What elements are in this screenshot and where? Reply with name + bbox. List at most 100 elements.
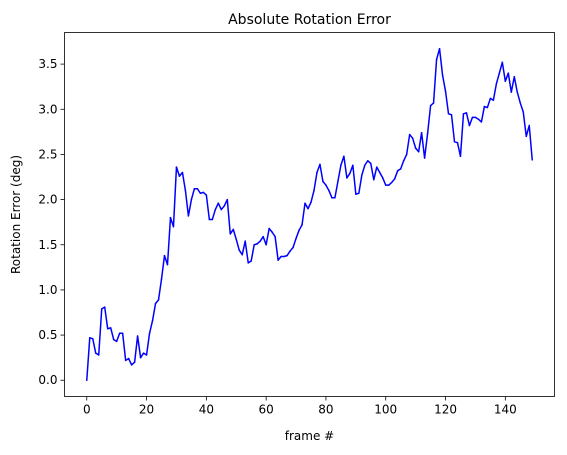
data-point bbox=[384, 184, 387, 186]
data-point bbox=[465, 112, 468, 114]
data-point bbox=[531, 159, 533, 161]
data-point bbox=[181, 171, 184, 174]
data-point bbox=[450, 113, 453, 116]
data-point bbox=[346, 177, 348, 179]
data-point bbox=[226, 198, 229, 201]
x-tick-label: 40 bbox=[199, 403, 214, 417]
y-tick-label: 1.0 bbox=[38, 283, 57, 297]
data-point bbox=[166, 263, 169, 266]
data-point bbox=[217, 202, 220, 204]
data-point bbox=[283, 255, 285, 258]
data-point bbox=[495, 83, 498, 85]
data-point bbox=[271, 231, 273, 233]
data-point bbox=[100, 308, 103, 310]
data-point bbox=[118, 332, 121, 335]
data-point bbox=[447, 113, 450, 115]
data-point bbox=[322, 180, 324, 183]
data-point bbox=[373, 178, 375, 181]
data-point bbox=[253, 244, 255, 246]
data-point bbox=[238, 249, 240, 251]
data-point bbox=[313, 189, 315, 192]
data-point bbox=[232, 228, 235, 231]
data-point bbox=[504, 80, 507, 83]
x-tick-label: 60 bbox=[259, 403, 274, 417]
data-point bbox=[501, 61, 504, 64]
data-point bbox=[175, 166, 178, 168]
data-point bbox=[274, 235, 276, 238]
data-point bbox=[459, 155, 462, 157]
data-point bbox=[199, 192, 202, 195]
data-point bbox=[510, 91, 513, 93]
data-point bbox=[426, 132, 429, 135]
data-point bbox=[480, 121, 483, 123]
data-point bbox=[256, 243, 258, 245]
x-axis-label: frame # bbox=[285, 429, 334, 443]
y-tick-label: 3.0 bbox=[38, 102, 57, 116]
data-point bbox=[172, 225, 175, 228]
data-point bbox=[127, 357, 130, 360]
data-point bbox=[259, 240, 261, 242]
y-axis-label: Rotation Error (deg) bbox=[9, 155, 23, 274]
data-point bbox=[405, 153, 408, 156]
data-point bbox=[86, 379, 88, 381]
data-point bbox=[295, 237, 297, 240]
rotation-error-series-line bbox=[86, 48, 533, 381]
data-point bbox=[358, 192, 360, 195]
data-point bbox=[411, 137, 414, 139]
data-point bbox=[417, 150, 420, 153]
data-point bbox=[214, 208, 217, 211]
data-point bbox=[244, 240, 246, 242]
y-tick-label: 0.5 bbox=[38, 328, 57, 342]
data-point bbox=[429, 104, 432, 107]
data-point bbox=[435, 58, 438, 61]
x-tick-label: 140 bbox=[494, 403, 517, 417]
data-point bbox=[115, 340, 118, 343]
data-point bbox=[265, 244, 267, 246]
x-tick-label: 0 bbox=[83, 403, 91, 417]
data-point bbox=[178, 175, 181, 177]
data-point bbox=[211, 218, 214, 221]
data-point bbox=[286, 254, 288, 257]
data-point bbox=[498, 72, 501, 74]
plot-area bbox=[64, 32, 555, 397]
data-point bbox=[462, 113, 465, 115]
data-point bbox=[196, 188, 199, 190]
data-point bbox=[414, 147, 417, 149]
data-point bbox=[390, 181, 393, 184]
data-point bbox=[387, 184, 390, 186]
data-point bbox=[492, 99, 495, 101]
data-point bbox=[133, 361, 136, 363]
data-point bbox=[106, 328, 109, 330]
data-point bbox=[364, 164, 366, 167]
data-point bbox=[247, 262, 249, 264]
y-axis: 0.0 0.5 1.0 1.5 2.0 2.5 3.0 3.5 bbox=[38, 57, 65, 387]
data-point bbox=[522, 111, 525, 113]
data-point bbox=[349, 172, 351, 175]
data-point bbox=[507, 72, 510, 74]
data-point bbox=[483, 105, 486, 108]
x-axis: 0 20 40 60 80 100 120 140 bbox=[83, 396, 517, 417]
data-point bbox=[190, 198, 193, 201]
data-point bbox=[130, 364, 133, 366]
data-point bbox=[142, 352, 145, 354]
data-point bbox=[331, 197, 333, 199]
data-point bbox=[337, 180, 339, 183]
chart-title: Absolute Rotation Error bbox=[228, 12, 391, 28]
data-point bbox=[471, 116, 474, 119]
data-point bbox=[453, 141, 456, 143]
data-point bbox=[316, 171, 318, 174]
data-point bbox=[280, 255, 282, 258]
data-point bbox=[355, 193, 357, 195]
data-point bbox=[193, 188, 196, 190]
data-point bbox=[361, 174, 363, 176]
data-point bbox=[103, 306, 106, 308]
data-point bbox=[139, 356, 142, 359]
data-point bbox=[444, 90, 447, 92]
data-point bbox=[163, 254, 166, 257]
data-point bbox=[376, 166, 378, 168]
data-point bbox=[89, 337, 91, 339]
data-point bbox=[124, 359, 127, 362]
data-point bbox=[432, 102, 435, 104]
data-point bbox=[477, 118, 480, 120]
